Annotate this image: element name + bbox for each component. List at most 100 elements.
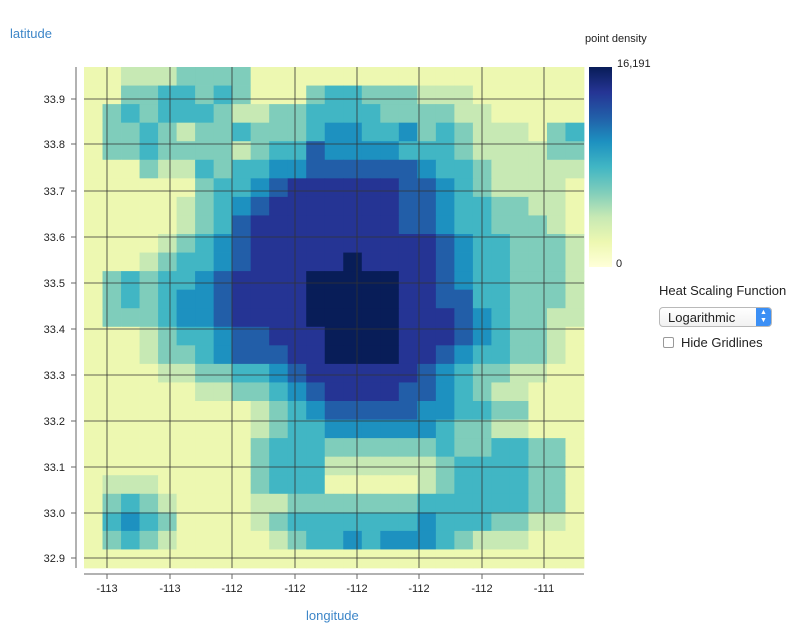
heatmap-cell	[195, 308, 215, 328]
heatmap-cell	[158, 178, 177, 198]
heatmap-cell	[528, 530, 548, 550]
heatmap-cell	[84, 475, 103, 495]
heatmap-cell	[250, 549, 270, 569]
heatmap-cell	[287, 530, 307, 550]
heatmap-cell	[213, 215, 233, 235]
heatmap-cell	[380, 308, 400, 328]
heatmap-cell	[361, 271, 381, 291]
heatmap-cell	[213, 234, 233, 253]
heatmap-cell	[213, 419, 233, 439]
heatmap-cell	[250, 456, 270, 476]
heatmap-cell	[121, 401, 140, 420]
heatmap-cell	[509, 271, 529, 291]
heatmap-cell	[102, 475, 122, 495]
heatmap-cell	[250, 141, 270, 161]
heatmap-cell	[158, 326, 177, 346]
heatmap-cell	[417, 401, 437, 420]
heatmap-cell	[195, 475, 215, 495]
heatmap-cell	[139, 401, 159, 420]
heatmap-cell	[324, 252, 344, 272]
heatmap-cell	[139, 178, 159, 198]
heatmap-cell	[565, 326, 585, 346]
x-axis-label: longitude	[306, 608, 359, 623]
gridlines	[84, 67, 584, 568]
heatmap-cell	[398, 345, 418, 365]
heatmap-cell	[491, 512, 511, 532]
heatmap-cell	[195, 512, 215, 532]
heatmap-cell	[343, 104, 363, 124]
heatmap-cell	[491, 215, 511, 235]
heatmap-cell	[491, 382, 511, 402]
heatmap-cell	[306, 234, 326, 253]
heatmap-cell	[213, 530, 233, 550]
heatmap-cell	[102, 345, 122, 365]
heatmap-cell	[287, 196, 307, 216]
heatmap-cell	[121, 141, 140, 161]
heatmap-cell	[213, 289, 233, 309]
heatmap-cell	[232, 215, 252, 235]
heatmap-cell	[361, 122, 381, 142]
heatmap-cell	[324, 493, 344, 513]
heatmap-cell	[232, 159, 252, 179]
heatmap-cell	[435, 234, 455, 253]
heatmap-cell	[454, 196, 474, 216]
heatmap-cell	[213, 159, 233, 179]
heatmap-cell	[287, 141, 307, 161]
heatmap-cell	[306, 85, 326, 105]
heatmap-cell	[380, 215, 400, 235]
heatmap-cell	[343, 215, 363, 235]
heatmap-cell	[102, 271, 122, 291]
heatmap-cell	[417, 475, 437, 495]
heatmap-cell	[343, 159, 363, 179]
heatmap-cells	[84, 67, 585, 569]
heatmap-cell	[139, 456, 159, 476]
heatmap-cell	[287, 382, 307, 402]
heatmap-cell	[324, 234, 344, 253]
heatmap-cell	[176, 85, 196, 105]
heatmap-cell	[454, 234, 474, 253]
heatmap-cell	[546, 493, 566, 513]
heatmap-cell	[250, 419, 270, 439]
heatmap-cell	[250, 271, 270, 291]
heatmap-cell	[250, 345, 270, 365]
heatmap-cell	[565, 141, 585, 161]
heatmap-cell	[102, 104, 122, 124]
heatmap-cell	[417, 326, 437, 346]
heatmap-cell	[528, 438, 548, 458]
heatmap-cell	[565, 289, 585, 309]
heatmap-cell	[491, 438, 511, 458]
heatmap-cell	[306, 252, 326, 272]
heatmap-cell	[417, 289, 437, 309]
heatmap-cell	[84, 234, 103, 253]
heatmap-cell	[269, 512, 289, 532]
heat-scaling-select[interactable]: Logarithmic ▲ ▼	[659, 307, 772, 327]
heatmap-cell	[435, 512, 455, 532]
heatmap-cell	[102, 549, 122, 569]
heatmap-cell	[84, 456, 103, 476]
heatmap-cell	[176, 289, 196, 309]
heatmap-cell	[417, 85, 437, 105]
heatmap-cell	[195, 438, 215, 458]
y-tick-label: 32.9	[44, 553, 65, 565]
hide-gridlines-row[interactable]: Hide Gridlines	[659, 335, 809, 350]
heatmap-cell	[269, 85, 289, 105]
heatmap-cell	[565, 159, 585, 179]
heatmap-cell	[213, 382, 233, 402]
heatmap-cell	[213, 308, 233, 328]
heatmap-cell	[361, 159, 381, 179]
heatmap-cell	[121, 456, 140, 476]
heatmap-cell	[435, 493, 455, 513]
heatmap-cell	[565, 549, 585, 569]
heatmap-cell	[250, 85, 270, 105]
heatmap-cell	[232, 85, 252, 105]
heatmap-cell	[565, 438, 585, 458]
heatmap-cell	[398, 401, 418, 420]
heatmap-cell	[158, 401, 177, 420]
heatmap-cell	[158, 493, 177, 513]
heatmap-cell	[509, 456, 529, 476]
heatmap-cell	[546, 289, 566, 309]
hide-gridlines-checkbox[interactable]	[663, 337, 674, 348]
heatmap-cell	[158, 549, 177, 569]
heatmap-cell	[287, 493, 307, 513]
